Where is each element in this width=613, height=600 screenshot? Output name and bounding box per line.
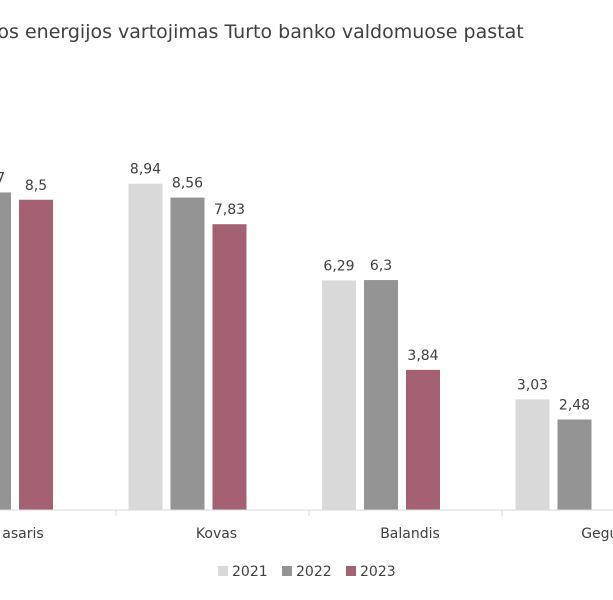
chart-title: ros energijos vartojimas Turto banko val… <box>0 21 524 43</box>
bar-2021-kovas <box>128 183 163 510</box>
data-label-2021-geguž: 3,03 <box>517 377 548 393</box>
category-label-asaris: asaris <box>2 526 43 542</box>
legend: 2021 2022 2023 <box>218 564 396 580</box>
data-label-2023-asaris: 8,5 <box>25 178 47 194</box>
bar-2022-asaris <box>0 192 11 510</box>
data-label-2022-geguž: 2,48 <box>559 397 590 413</box>
category-label-geguž: Geguž <box>581 526 613 542</box>
data-label-2022-kovas: 8,56 <box>172 176 203 192</box>
bar-2022-kovas <box>170 197 205 510</box>
data-label-2021-kovas: 8,94 <box>130 162 161 178</box>
legend-label-2023: 2023 <box>360 564 396 580</box>
data-labels-group: 8,94 6,29 3,03 8,7 8,56 6,3 2,48 8,5 7,83 3,84 <box>0 162 590 414</box>
category-label-kovas: Kovas <box>196 526 237 542</box>
data-label-2022-balandis: 6,3 <box>370 258 392 274</box>
x-axis-ticks <box>115 510 503 516</box>
legend-item-2023: 2023 <box>346 564 396 580</box>
category-labels-group: asaris Kovas Balandis Geguž <box>2 526 613 542</box>
bar-2023-kovas <box>212 224 247 510</box>
bar-2022-balandis <box>364 280 398 510</box>
bar-2021-balandis <box>322 280 356 510</box>
bar-2023-balandis <box>406 369 440 510</box>
legend-label-2022: 2022 <box>296 564 332 580</box>
data-label-2022-asaris: 8,7 <box>0 170 5 186</box>
bar-2022-geguž <box>557 419 592 510</box>
legend-swatch-2023 <box>346 566 356 576</box>
category-label-balandis: Balandis <box>380 526 440 542</box>
legend-label-2021: 2021 <box>232 564 268 580</box>
legend-swatch-2021 <box>218 566 228 576</box>
legend-item-2022: 2022 <box>282 564 332 580</box>
legend-item-2021: 2021 <box>218 564 268 580</box>
data-label-2023-kovas: 7,83 <box>214 202 245 218</box>
bar-2023-asaris <box>19 199 53 510</box>
bar-2021-geguž <box>515 399 550 510</box>
data-label-2023-balandis: 3,84 <box>407 348 438 364</box>
bars-group <box>0 183 592 510</box>
legend-swatch-2022 <box>282 566 292 576</box>
data-label-2021-balandis: 6,29 <box>323 258 354 274</box>
